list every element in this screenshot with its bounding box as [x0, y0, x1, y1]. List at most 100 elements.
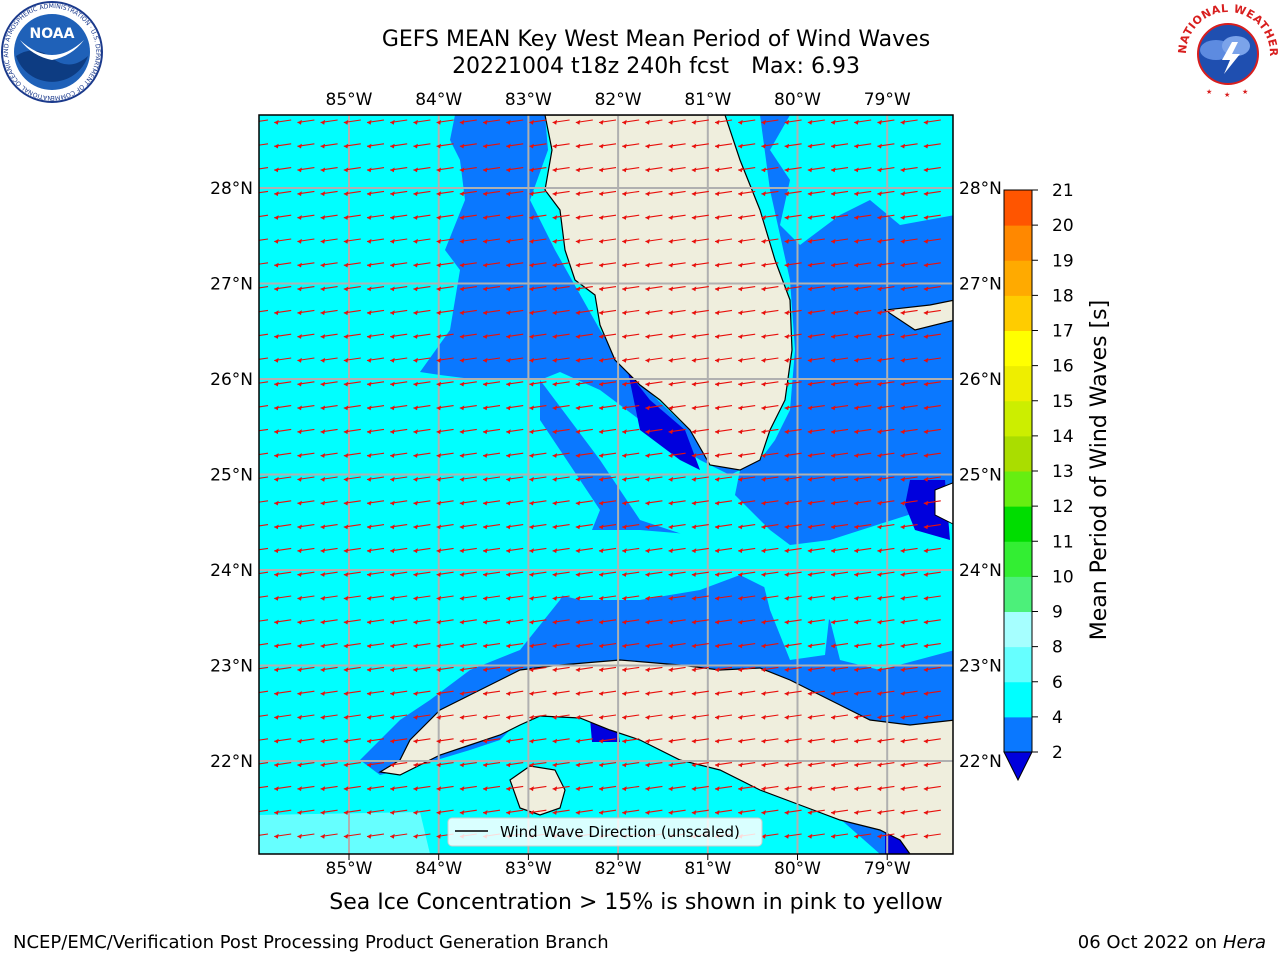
wave-direction-arrow: [668, 571, 686, 577]
wave-direction-arrow: [691, 428, 709, 435]
colorbar-segment: [1004, 611, 1032, 648]
wave-direction-arrow: [575, 666, 593, 673]
wave-direction-arrow: [366, 690, 385, 696]
wave-direction-arrow: [552, 143, 570, 149]
wave-direction-arrow: [598, 595, 617, 601]
wave-direction-arrow: [738, 619, 756, 625]
wave-direction-arrow: [854, 452, 872, 458]
wave-direction-arrow: [459, 286, 477, 292]
noaa-wordmark: NOAA: [30, 26, 75, 42]
wave-direction-arrow: [366, 666, 385, 673]
wave-direction-arrow: [297, 143, 315, 149]
wave-direction-arrow: [575, 167, 593, 173]
wave-direction-arrow: [622, 619, 640, 625]
wave-direction-arrow: [714, 333, 733, 339]
wave-direction-arrow: [807, 262, 825, 268]
wave-direction-arrow: [830, 595, 849, 601]
wave-direction-arrow: [459, 738, 477, 744]
wave-direction-arrow: [598, 452, 617, 458]
wave-direction-arrow: [274, 405, 292, 411]
wave-direction-arrow: [900, 381, 918, 387]
wave-direction-arrow: [923, 690, 941, 696]
wave-direction-arrow: [714, 762, 733, 768]
wave-direction-arrow: [784, 119, 802, 125]
wave-direction-arrow: [320, 476, 338, 482]
wave-direction-arrow: [807, 619, 825, 625]
wave-direction-arrow: [761, 238, 779, 244]
wave-direction-arrow: [343, 524, 361, 530]
wave-direction-arrow: [436, 309, 454, 316]
wave-direction-arrow: [529, 357, 547, 363]
wave-direction-arrow: [598, 333, 617, 339]
wave-direction-arrow: [598, 666, 617, 673]
wave-direction-arrow: [854, 167, 872, 173]
wave-direction-arrow: [459, 547, 477, 554]
wave-direction-arrow: [738, 333, 756, 339]
wave-direction-arrow: [459, 190, 477, 197]
wave-direction-arrow: [366, 357, 385, 363]
wave-direction-arrow: [923, 714, 941, 720]
lat-label-right: 22°N: [959, 752, 1002, 772]
wave-direction-arrow: [575, 619, 593, 625]
wave-direction-arrow: [343, 833, 361, 839]
wave-direction-arrow: [691, 476, 709, 482]
wave-direction-arrow: [436, 190, 454, 197]
colorbar-segment: [1004, 506, 1032, 542]
wave-direction-arrow: [598, 785, 617, 792]
wave-direction-arrow: [830, 238, 849, 244]
wave-direction-arrow: [877, 524, 895, 530]
wave-direction-arrow: [390, 524, 408, 530]
wave-direction-arrow: [738, 190, 756, 197]
svg-text:★: ★: [1224, 91, 1230, 99]
wave-direction-arrow: [714, 714, 733, 720]
wave-direction-arrow: [622, 428, 640, 435]
wave-direction-arrow: [622, 595, 640, 601]
wave-direction-arrow: [923, 524, 941, 530]
wave-direction-arrow: [343, 762, 361, 768]
svg-text:★: ★: [1242, 88, 1248, 96]
wave-direction-arrow: [506, 666, 524, 673]
wave-direction-arrow: [877, 405, 895, 411]
wave-direction-arrow: [320, 714, 338, 720]
wave-direction-arrow: [877, 547, 895, 554]
wave-direction-arrow: [900, 452, 918, 458]
wave-direction-arrow: [807, 833, 825, 839]
wave-direction-arrow: [529, 405, 547, 411]
wave-direction-arrow: [343, 738, 361, 744]
wave-direction-arrow: [714, 595, 733, 601]
lon-label-top: 84°W: [415, 90, 462, 110]
wave-direction-arrow: [366, 286, 385, 292]
wave-direction-arrow: [506, 286, 524, 292]
wave-direction-arrow: [552, 262, 570, 268]
wave-direction-arrow: [784, 500, 802, 506]
wave-direction-arrow: [297, 762, 315, 768]
wave-direction-arrow: [436, 405, 454, 411]
wave-direction-arrow: [691, 500, 709, 506]
wave-direction-arrow: [691, 547, 709, 554]
wave-direction-arrow: [459, 381, 477, 387]
wave-direction-arrow: [900, 238, 918, 244]
wave-direction-arrow: [854, 547, 872, 554]
wave-direction-arrow: [320, 119, 338, 125]
wave-direction-arrow: [714, 738, 733, 744]
sea-ice-note: Sea Ice Concentration > 15% is shown in …: [329, 890, 943, 915]
wave-direction-arrow: [575, 809, 593, 815]
map-frame: [258, 114, 954, 855]
colorbar-tick-label: 8: [1052, 638, 1063, 658]
wave-direction-arrow: [366, 333, 385, 339]
wave-direction-arrow: [784, 666, 802, 673]
wave-direction-arrow: [854, 381, 872, 387]
wave-direction-arrow: [622, 666, 640, 673]
wave-direction-arrow: [622, 547, 640, 554]
wave-direction-arrow: [366, 405, 385, 411]
wave-direction-arrow: [923, 738, 941, 744]
date-label: 06 Oct 2022 on: [1077, 932, 1218, 953]
wave-direction-arrow: [274, 762, 292, 768]
wave-direction-arrow: [436, 381, 454, 387]
wave-direction-arrow: [900, 143, 918, 149]
wave-direction-arrow: [320, 428, 338, 435]
wave-direction-arrow: [668, 286, 686, 292]
wave-direction-arrow: [506, 524, 524, 530]
wave-direction-arrow: [506, 405, 524, 411]
wave-direction-arrow: [343, 381, 361, 387]
